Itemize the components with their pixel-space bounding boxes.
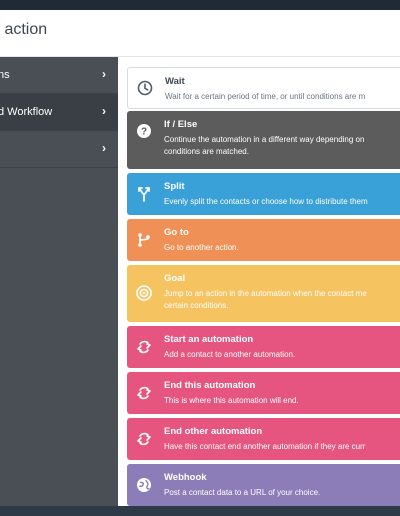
action-title: Goal bbox=[164, 273, 186, 284]
action-card-goal[interactable]: Goal Jump to an action in the automation… bbox=[127, 265, 400, 322]
action-title: End this automation bbox=[164, 380, 256, 391]
modal-title: y action bbox=[0, 21, 48, 38]
action-description: Evenly split the contacts or choose how … bbox=[164, 197, 368, 206]
action-card-if-else[interactable]: ? If / Else Continue the automation in a… bbox=[127, 111, 400, 169]
action-title: End other automation bbox=[164, 426, 263, 437]
globe-icon bbox=[135, 476, 153, 494]
action-description: Wait for a certain period of time, or un… bbox=[165, 92, 366, 101]
action-card-split[interactable]: Split Evenly split the contacts or choos… bbox=[127, 173, 400, 215]
action-card-end-other-automation[interactable]: End other automation Have this contact e… bbox=[127, 418, 400, 460]
action-description: Jump to an action in the automation when… bbox=[164, 288, 400, 312]
clock-icon bbox=[136, 79, 154, 97]
action-title: If / Else bbox=[164, 119, 198, 130]
add-action-modal: y action ns › d Workflow › › Wait Wait f… bbox=[0, 10, 400, 506]
action-description: This is where this automation will end. bbox=[164, 396, 299, 405]
modal-header: y action bbox=[0, 10, 400, 57]
action-list: Wait Wait for a certain period of time, … bbox=[118, 57, 400, 506]
goto-icon bbox=[135, 231, 153, 249]
action-description-line: certain conditions. bbox=[164, 301, 229, 310]
action-title: Split bbox=[164, 181, 185, 192]
action-title: Start an automation bbox=[164, 334, 254, 345]
action-description: Post a contact data to a URL of your cho… bbox=[164, 488, 321, 497]
chevron-right-icon: › bbox=[102, 141, 106, 155]
action-description: Have this contact end another automation… bbox=[164, 442, 366, 451]
page-backdrop-bottom bbox=[0, 506, 400, 516]
target-icon bbox=[135, 284, 153, 302]
action-title: Wait bbox=[165, 76, 185, 87]
sidebar-item-actions[interactable]: ns › bbox=[0, 57, 118, 94]
action-description: Add a contact to another automation. bbox=[164, 350, 296, 359]
action-card-start-automation[interactable]: Start an automation Add a contact to ano… bbox=[127, 326, 400, 368]
chevron-right-icon: › bbox=[102, 104, 106, 118]
action-description-line: Jump to an action in the automation when… bbox=[164, 289, 367, 298]
action-description: Go to another action. bbox=[164, 243, 239, 252]
action-card-end-this-automation[interactable]: End this automation This is where this a… bbox=[127, 372, 400, 414]
split-icon bbox=[135, 185, 153, 203]
category-sidebar: ns › d Workflow › › bbox=[0, 57, 118, 506]
sidebar-item-label: ns bbox=[0, 69, 10, 81]
page-backdrop-top bbox=[0, 0, 400, 10]
action-card-webhook[interactable]: Webhook Post a contact data to a URL of … bbox=[127, 464, 400, 506]
action-title: Go to bbox=[164, 227, 189, 238]
svg-text:?: ? bbox=[141, 127, 147, 138]
automation-icon bbox=[135, 384, 153, 402]
action-card-go-to[interactable]: Go to Go to another action. bbox=[127, 219, 400, 261]
action-description: Continue the automation in a different w… bbox=[164, 134, 400, 158]
sidebar-item-conditions-workflow[interactable]: d Workflow › bbox=[0, 94, 118, 131]
sidebar-item-other[interactable]: › bbox=[0, 131, 118, 168]
action-description-line: Continue the automation in a different w… bbox=[164, 135, 365, 144]
question-icon: ? bbox=[135, 122, 153, 140]
automation-icon bbox=[135, 430, 153, 448]
action-description-line: conditions are matched. bbox=[164, 147, 249, 156]
automation-icon bbox=[135, 338, 153, 356]
action-card-wait[interactable]: Wait Wait for a certain period of time, … bbox=[127, 67, 400, 109]
chevron-right-icon: › bbox=[102, 67, 106, 81]
action-title: Webhook bbox=[164, 472, 207, 483]
sidebar-item-label: d Workflow bbox=[0, 106, 53, 118]
